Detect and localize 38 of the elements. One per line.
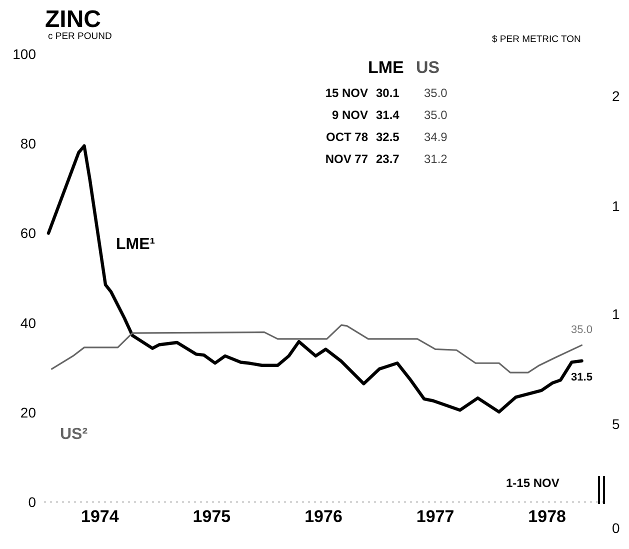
- annotation: 35.0: [423, 86, 448, 100]
- y2-axis-title: $ PER METRIC TON: [492, 34, 581, 45]
- text: 5: [612, 416, 620, 432]
- series-label: LME¹: [116, 236, 156, 254]
- annotation: 31.5: [571, 372, 592, 384]
- annotation: 34.9: [423, 130, 448, 144]
- chart-title: ZINC: [45, 6, 101, 33]
- annotation: NOV 77: [324, 152, 368, 166]
- annotation: 35.0: [571, 324, 592, 336]
- annotation: 9 NOV: [330, 108, 368, 122]
- annotation: 15 NOV: [324, 86, 368, 100]
- x-tick-label: 1977: [416, 507, 454, 526]
- y-tick-label: 0: [28, 494, 36, 510]
- annotation: 23.7: [375, 152, 400, 166]
- y-tick-label: 100: [12, 46, 36, 62]
- annotation: US: [416, 58, 441, 78]
- text: 2: [612, 88, 620, 104]
- x-tick-label: 1975: [192, 507, 231, 526]
- x-tick-label: 1974: [80, 507, 120, 526]
- y-tick-label: 20: [20, 404, 36, 420]
- annotation: 32.5: [375, 130, 400, 144]
- text: US²: [60, 426, 88, 444]
- x-tick-label: 1978: [528, 507, 566, 526]
- annotation: 31.2: [423, 152, 448, 166]
- annotation: OCT 78: [324, 130, 368, 144]
- y-tick-label: 80: [20, 136, 36, 152]
- annotation: 30.1: [375, 86, 400, 100]
- x-tick-label: 1976: [304, 507, 342, 526]
- text: 0: [612, 520, 620, 536]
- y-tick-label: 40: [20, 314, 36, 331]
- text: 1: [612, 198, 620, 214]
- text: 1: [612, 306, 620, 322]
- annotation: 31.4: [375, 108, 400, 122]
- y-tick-label: 60: [20, 225, 36, 242]
- annotation: LME: [368, 58, 405, 78]
- annotation: 35.0: [423, 108, 448, 122]
- y-axis-title: c PER POUND: [48, 31, 112, 42]
- annotation: 1-15 NOV: [506, 476, 560, 490]
